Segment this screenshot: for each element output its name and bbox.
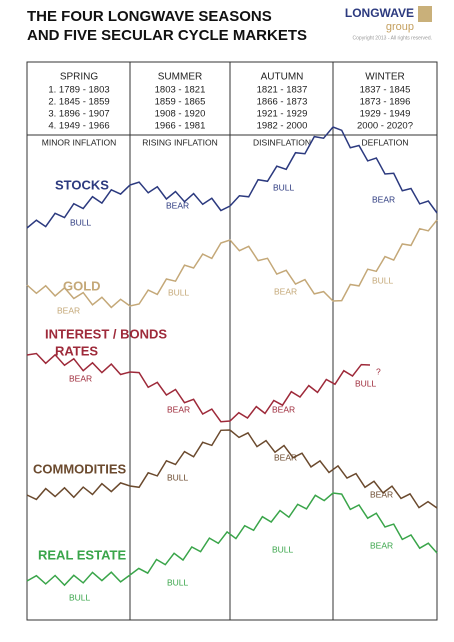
market-name: REAL ESTATE bbox=[38, 547, 126, 562]
season-period: 4. 1949 - 1966 bbox=[48, 121, 109, 132]
trend-label: BEAR bbox=[372, 194, 395, 204]
commodities-curve bbox=[26, 429, 438, 509]
season-name: AUTUMN bbox=[261, 72, 304, 83]
title: AND FIVE SECULAR CYCLE MARKETS bbox=[27, 27, 307, 44]
market-name: COMMODITIES bbox=[33, 461, 126, 476]
curves bbox=[26, 126, 438, 587]
trend-label: BULL bbox=[273, 182, 295, 192]
trend-label: BEAR bbox=[370, 540, 393, 550]
stocks-curve bbox=[26, 126, 438, 229]
trend-label: BULL bbox=[167, 472, 189, 482]
title: THE FOUR LONGWAVE SEASONS bbox=[27, 8, 272, 25]
trend-label: BEAR bbox=[69, 373, 92, 383]
season-name: SPRING bbox=[60, 72, 99, 83]
trend-label: BEAR bbox=[167, 404, 190, 414]
season-phase: DISINFLATION bbox=[253, 137, 311, 147]
season-period: 1866 - 1873 bbox=[257, 97, 308, 108]
real-estate-curve bbox=[26, 492, 438, 587]
logo-mark bbox=[418, 6, 432, 22]
season-period: 1929 - 1949 bbox=[360, 109, 411, 120]
season-name: WINTER bbox=[365, 72, 404, 83]
trend-label: BEAR bbox=[274, 452, 297, 462]
trend-label: BULL bbox=[272, 544, 294, 554]
season-phase: MINOR INFLATION bbox=[42, 137, 116, 147]
season-period: 1966 - 1981 bbox=[155, 121, 206, 132]
season-period: 2000 - 2020? bbox=[357, 121, 413, 132]
trend-label: BEAR bbox=[272, 404, 295, 414]
season-period: 1908 - 1920 bbox=[155, 109, 206, 120]
season-phase: RISING INFLATION bbox=[142, 137, 217, 147]
logo-sub: group bbox=[386, 21, 414, 33]
season-phase: DEFLATION bbox=[361, 137, 408, 147]
trend-label: BULL bbox=[355, 378, 377, 388]
trend-label: BULL bbox=[372, 275, 394, 285]
trend-label: BEAR bbox=[57, 305, 80, 315]
logo-name: LONGWAVE bbox=[345, 6, 414, 20]
trend-label: BULL bbox=[167, 577, 189, 587]
trend-label: BULL bbox=[70, 217, 92, 227]
season-period: 1803 - 1821 bbox=[155, 85, 206, 96]
trend-label: BEAR bbox=[370, 489, 393, 499]
trend-label: BEAR bbox=[166, 200, 189, 210]
trend-label: BEAR bbox=[274, 286, 297, 296]
frame bbox=[26, 61, 438, 621]
season-period: 1837 - 1845 bbox=[360, 85, 411, 96]
season-period: 3. 1896 - 1907 bbox=[48, 109, 109, 120]
season-period: 1982 - 2000 bbox=[257, 121, 308, 132]
season-period: 2. 1845 - 1859 bbox=[48, 97, 109, 108]
market-name: RATES bbox=[55, 343, 98, 358]
season-name: SUMMER bbox=[158, 72, 202, 83]
season-period: 1. 1789 - 1803 bbox=[48, 85, 109, 96]
market-name: INTEREST / BONDS bbox=[45, 326, 167, 341]
trend-label: BULL bbox=[69, 592, 91, 602]
trend-label: ? bbox=[376, 366, 381, 376]
market-name: GOLD bbox=[63, 278, 101, 293]
market-name: STOCKS bbox=[55, 177, 109, 192]
rates-curve bbox=[26, 352, 371, 423]
season-period: 1921 - 1929 bbox=[257, 109, 308, 120]
copyright: Copyright 2013 - All rights reserved. bbox=[353, 35, 432, 41]
season-period: 1873 - 1896 bbox=[360, 97, 411, 108]
season-period: 1859 - 1865 bbox=[155, 97, 206, 108]
season-period: 1821 - 1837 bbox=[257, 85, 308, 96]
gold-curve bbox=[26, 219, 438, 309]
trend-label: BULL bbox=[168, 287, 190, 297]
